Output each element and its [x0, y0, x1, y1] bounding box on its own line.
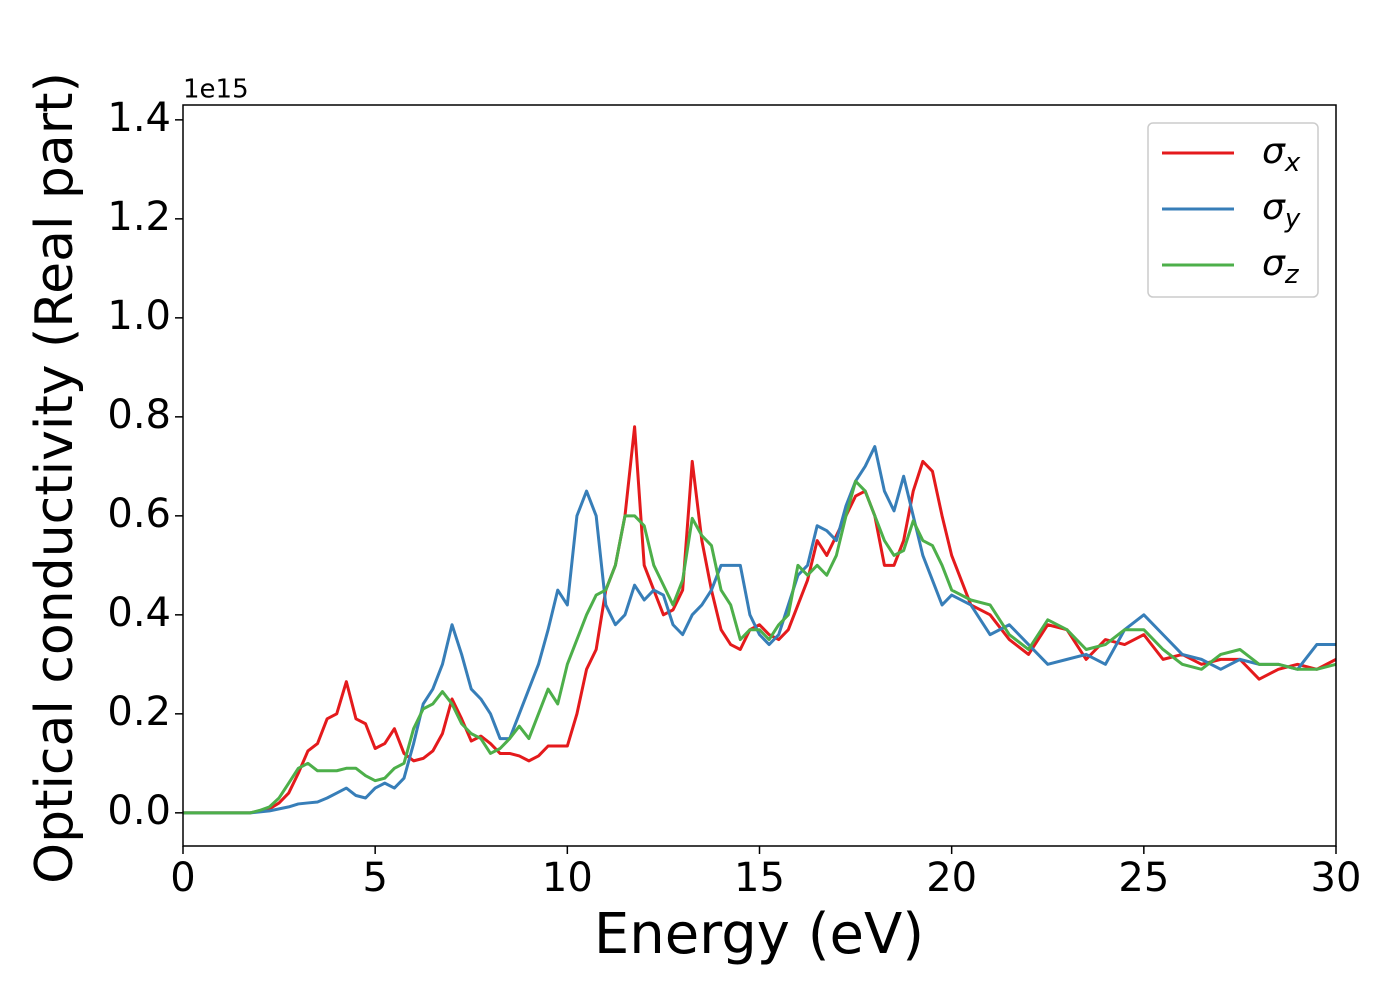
series-line — [183, 445, 1336, 815]
legend-label: σy — [1262, 187, 1301, 234]
legend-label-base: σ — [1262, 187, 1286, 228]
legend-label: σz — [1262, 243, 1300, 290]
legend-label-base: σ — [1262, 243, 1286, 284]
x-tick-label: 20 — [926, 855, 977, 901]
x-axis-label: Energy (eV) — [594, 902, 924, 967]
y-axis-label: Optical conductivity (Real part) — [25, 72, 85, 884]
plot-frame — [182, 104, 1337, 847]
x-tick-label: 25 — [1118, 855, 1169, 901]
y-tick-label: 1.0 — [107, 293, 171, 339]
y-tick-label: 1.4 — [107, 95, 171, 141]
x-tick-label: 10 — [542, 855, 593, 901]
legend-label-sub: z — [1284, 260, 1300, 290]
x-tick-label: 0 — [170, 855, 195, 901]
y-tick-label: 1.2 — [107, 194, 171, 240]
series-line — [183, 425, 1337, 815]
x-tick-label: 5 — [362, 855, 387, 901]
series-line — [183, 479, 1337, 815]
y-tick-label: 0.8 — [107, 392, 171, 438]
plot-area — [183, 105, 1336, 846]
legend-label-base: σ — [1262, 131, 1286, 172]
legend-label: σx — [1262, 131, 1301, 178]
x-tick-label: 30 — [1311, 855, 1362, 901]
x-tick-label: 15 — [734, 855, 785, 901]
y-tick-label: 0.6 — [107, 491, 171, 537]
y-tick-label: 0.0 — [107, 788, 171, 834]
y-tick-label: 0.4 — [107, 590, 171, 636]
y-tick-label: 0.2 — [107, 689, 171, 735]
axis-offset-label: 1e15 — [183, 75, 249, 105]
legend-label-sub: y — [1284, 204, 1301, 234]
legend-label-sub: x — [1284, 148, 1301, 178]
